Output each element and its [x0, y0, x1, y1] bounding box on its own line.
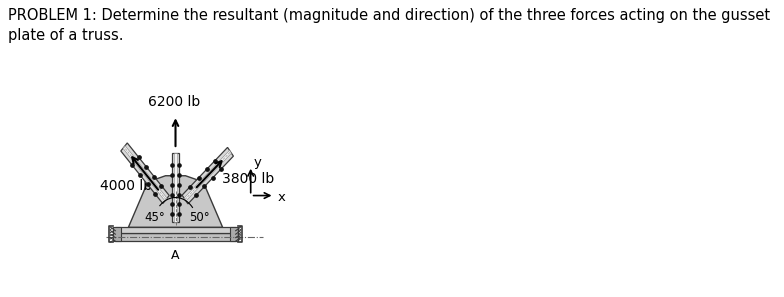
Text: 3800 lb: 3800 lb — [223, 173, 274, 187]
Text: A: A — [171, 249, 180, 262]
Text: 4000 lb: 4000 lb — [100, 179, 152, 193]
Text: plate of a truss.: plate of a truss. — [8, 28, 123, 43]
Polygon shape — [230, 227, 238, 241]
Polygon shape — [129, 176, 223, 227]
Bar — [172, 153, 180, 222]
Text: 50°: 50° — [189, 211, 209, 224]
Polygon shape — [182, 147, 234, 204]
Bar — [115, 227, 236, 233]
Text: y: y — [254, 156, 262, 169]
Polygon shape — [113, 227, 121, 241]
Polygon shape — [184, 150, 231, 201]
Polygon shape — [121, 143, 169, 203]
Text: 45°: 45° — [144, 211, 165, 224]
Bar — [174, 153, 176, 222]
Text: x: x — [278, 191, 285, 204]
Polygon shape — [123, 146, 167, 201]
Text: 6200 lb: 6200 lb — [148, 95, 200, 109]
Bar — [115, 233, 236, 241]
Text: PROBLEM 1: Determine the resultant (magnitude and direction) of the three forces: PROBLEM 1: Determine the resultant (magn… — [8, 8, 770, 23]
